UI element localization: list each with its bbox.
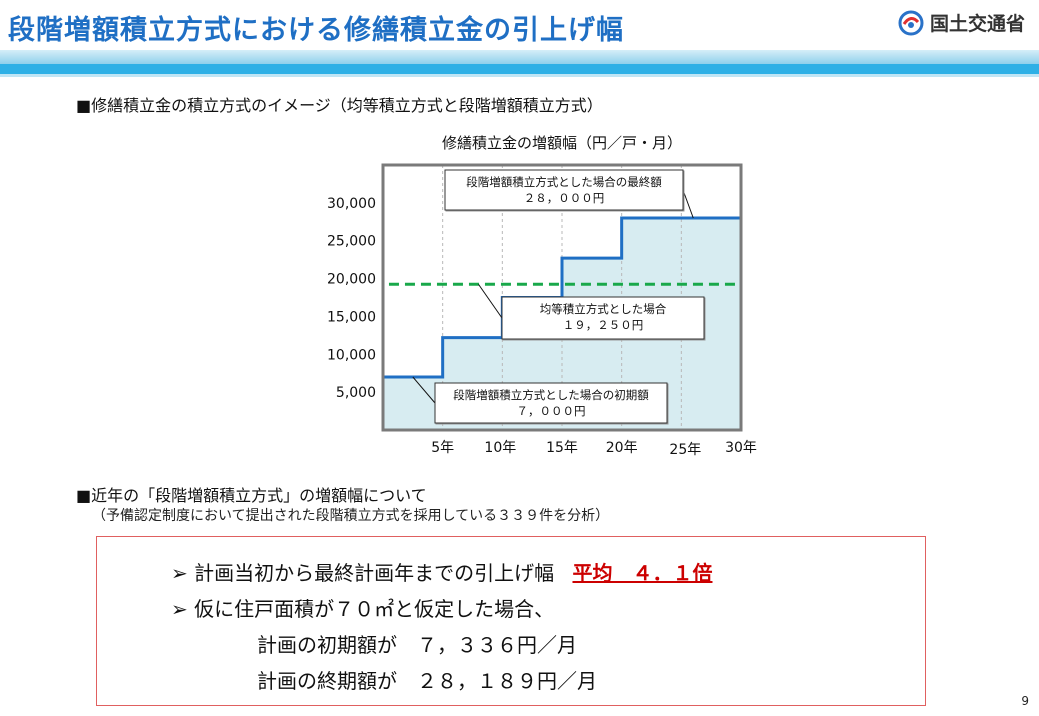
section2-subheading: （予備認定制度において提出された段階積立方式を採用している３３９件を分析） <box>92 508 610 524</box>
final-amount-line: 計画の終期額が ２８，１８９円／月 <box>257 669 597 693</box>
y-tick-label: 25,000 <box>327 234 376 250</box>
callout-box <box>434 382 668 424</box>
chart-title: 修繕積立金の増額幅（円／戸・月） <box>442 134 682 152</box>
y-tick-label: 30,000 <box>327 196 376 212</box>
bullet2-text: 仮に住戸面積が７０㎡と仮定した場合、 <box>194 597 555 621</box>
bullet1-highlight: 平均 ４．１倍 <box>572 561 713 585</box>
section2-heading: ■近年の「段階増額積立方式」の増額幅について <box>76 486 427 505</box>
callout-leader <box>682 189 694 219</box>
y-tick-label: 10,000 <box>327 347 376 363</box>
x-tick-label: 20年 <box>606 440 638 456</box>
summary-box: ➢ 計画当初から最終計画年までの引上げ幅 平均 ４．１倍 ➢ 仮に住戸面積が７０… <box>96 536 926 706</box>
y-tick-label: 5,000 <box>336 385 376 401</box>
bullet-marker-icon: ➢ <box>171 561 188 585</box>
x-tick-label: 15年 <box>546 440 578 456</box>
y-tick-label: 20,000 <box>327 272 376 288</box>
page-title: 段階増額積立方式における修繕積立金の引上げ幅 <box>8 15 624 46</box>
ministry-logo: 国土交通省 <box>898 9 1025 36</box>
bullet1-text: 計画当初から最終計画年までの引上げ幅 <box>194 561 555 585</box>
callout-label: 段階増額積立方式とした場合の初期額 <box>453 388 649 402</box>
header-band <box>0 50 1039 64</box>
step-chart: 修繕積立金の増額幅（円／戸・月） 5,000 10,000 15,000 20,000 2… <box>327 134 757 458</box>
plot-frame <box>381 163 743 432</box>
callout-leader <box>478 283 503 319</box>
x-tick-label: 10年 <box>484 440 516 456</box>
x-tick-label: 30年 <box>725 440 757 456</box>
callout-label: 段階増額積立方式とした場合の最終額 <box>466 175 662 189</box>
page-number: 9 <box>1021 694 1029 708</box>
callout-leader <box>412 376 436 404</box>
callout-box <box>501 296 705 340</box>
x-tick-label: 25年 <box>669 442 701 458</box>
summary-bullet-2: ➢ 仮に住戸面積が７０㎡と仮定した場合、 <box>171 593 554 622</box>
section1-heading: ■修繕積立金の積立方式のイメージ（均等積立方式と段階増額積立方式） <box>76 96 603 115</box>
callout-box <box>444 169 684 211</box>
summary-bullet-1: ➢ 計画当初から最終計画年までの引上げ幅 平均 ４．１倍 <box>171 557 712 586</box>
callout-value: １９，２５０円 <box>563 318 644 332</box>
callout-value: ２８，０００円 <box>524 191 605 205</box>
x-tick-label: 5年 <box>431 440 454 456</box>
logo-text: 国土交通省 <box>929 13 1025 35</box>
bullet-marker-icon: ➢ <box>171 597 188 621</box>
initial-amount-line: 計画の初期額が ７，３３６円／月 <box>257 633 577 657</box>
header-band-light <box>0 74 1039 77</box>
header-band-dark <box>0 64 1039 74</box>
y-tick-label: 15,000 <box>327 309 376 325</box>
callout-label: 均等積立方式とした場合 <box>540 302 667 316</box>
mlit-emblem-icon <box>898 10 924 35</box>
callout-value: ７，０００円 <box>517 404 586 418</box>
